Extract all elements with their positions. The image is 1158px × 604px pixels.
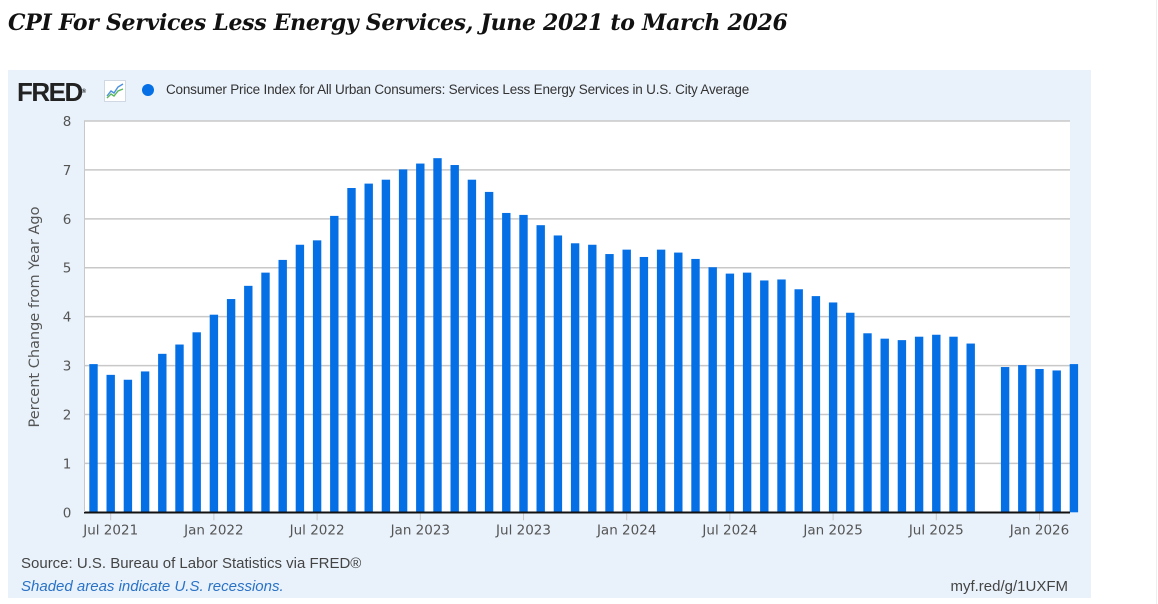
line-chart-icon-glyph bbox=[106, 83, 124, 99]
bar[interactable] bbox=[330, 215, 339, 513]
bar[interactable] bbox=[175, 344, 184, 513]
x-tick-label: Jan 2025 bbox=[802, 522, 862, 538]
bar[interactable] bbox=[708, 267, 717, 513]
bar[interactable] bbox=[725, 273, 735, 513]
bar[interactable] bbox=[244, 285, 253, 513]
bar[interactable] bbox=[381, 179, 391, 513]
bar[interactable] bbox=[519, 214, 528, 513]
y-tick-label: 5 bbox=[63, 261, 72, 277]
bar[interactable] bbox=[484, 191, 494, 513]
bar[interactable] bbox=[433, 158, 442, 513]
bar[interactable] bbox=[347, 188, 356, 513]
legend-label: Consumer Price Index for All Urban Consu… bbox=[166, 82, 750, 97]
bar[interactable] bbox=[846, 312, 855, 513]
bars bbox=[89, 158, 1079, 513]
bar[interactable] bbox=[450, 165, 459, 513]
short-link[interactable]: myf.red/g/1UXFM bbox=[950, 578, 1068, 595]
bar[interactable] bbox=[588, 244, 597, 513]
legend-marker bbox=[142, 84, 154, 96]
source-note: Source: U.S. Bureau of Labor Statistics … bbox=[21, 555, 362, 572]
bar[interactable] bbox=[89, 364, 98, 513]
x-tick-label: Jul 2023 bbox=[495, 522, 551, 538]
bar[interactable] bbox=[1000, 367, 1010, 513]
bar[interactable] bbox=[312, 240, 322, 513]
bar[interactable] bbox=[140, 371, 150, 513]
bar[interactable] bbox=[261, 272, 270, 513]
bar[interactable] bbox=[828, 302, 838, 513]
y-tick-label: 7 bbox=[63, 163, 72, 179]
y-axis-label: Percent Change from Year Ago bbox=[27, 206, 43, 427]
bar[interactable] bbox=[811, 296, 821, 513]
bar[interactable] bbox=[966, 343, 975, 513]
y-tick-label: 0 bbox=[63, 505, 72, 521]
x-tick-label: Jul 2022 bbox=[289, 522, 345, 538]
bar[interactable] bbox=[1069, 364, 1079, 513]
bar[interactable] bbox=[398, 169, 408, 513]
bar[interactable] bbox=[553, 235, 563, 513]
bar[interactable] bbox=[278, 259, 287, 513]
bar[interactable] bbox=[656, 249, 666, 513]
bar[interactable] bbox=[897, 340, 907, 513]
bar[interactable] bbox=[192, 332, 201, 513]
x-tick-label: Jan 2026 bbox=[1009, 522, 1069, 538]
bar[interactable] bbox=[605, 254, 614, 513]
bar[interactable] bbox=[123, 379, 133, 513]
fred-logo-text: FRED bbox=[17, 77, 83, 107]
y-tick-label: 2 bbox=[63, 407, 72, 423]
x-tick-label: Jan 2023 bbox=[390, 522, 450, 538]
bar[interactable] bbox=[536, 225, 545, 513]
bar[interactable] bbox=[674, 252, 683, 513]
bar[interactable] bbox=[880, 338, 889, 513]
y-axis-ticks: 0 1 2 3 4 5 6 7 8 bbox=[63, 114, 72, 521]
x-axis-ticks: Jul 2021 Jan 2022 Jul 2022 Jan 2023 Jul 2023… bbox=[82, 513, 1069, 538]
y-tick-label: 3 bbox=[63, 359, 72, 375]
bar[interactable] bbox=[106, 374, 115, 513]
bar[interactable] bbox=[467, 179, 477, 513]
bar[interactable] bbox=[1052, 370, 1061, 513]
bar[interactable] bbox=[760, 280, 769, 513]
bar[interactable] bbox=[622, 249, 631, 513]
recession-note[interactable]: Shaded areas indicate U.S. recessions. bbox=[21, 578, 284, 595]
bar[interactable] bbox=[226, 299, 236, 513]
bar[interactable] bbox=[1035, 368, 1044, 513]
page-title: CPI For Services Less Energy Services, J… bbox=[8, 10, 788, 36]
registered-mark: ® bbox=[81, 89, 87, 95]
bar[interactable] bbox=[949, 336, 958, 513]
y-tick-label: 6 bbox=[63, 212, 72, 228]
bar[interactable] bbox=[209, 314, 219, 513]
x-tick-label: Jul 2025 bbox=[908, 522, 964, 538]
bar[interactable] bbox=[742, 272, 752, 513]
y-tick-label: 1 bbox=[63, 456, 72, 472]
bar[interactable] bbox=[639, 256, 649, 513]
bar[interactable] bbox=[502, 212, 511, 513]
bar[interactable] bbox=[364, 183, 373, 513]
x-tick-label: Jul 2024 bbox=[701, 522, 757, 538]
bar[interactable] bbox=[158, 353, 167, 513]
bar[interactable] bbox=[416, 163, 425, 513]
x-tick-label: Jan 2022 bbox=[183, 522, 243, 538]
y-tick-label: 4 bbox=[63, 310, 72, 326]
bar[interactable] bbox=[295, 244, 305, 513]
x-tick-label: Jan 2024 bbox=[596, 522, 656, 538]
page-edge-divider bbox=[1156, 0, 1157, 604]
bar[interactable] bbox=[863, 333, 872, 513]
bar[interactable] bbox=[914, 336, 924, 513]
fred-logo[interactable]: FRED® bbox=[17, 79, 86, 105]
x-tick-label: Jul 2021 bbox=[82, 522, 138, 538]
bar[interactable] bbox=[570, 243, 580, 513]
bar[interactable] bbox=[794, 289, 803, 513]
bar[interactable] bbox=[691, 258, 700, 513]
bar[interactable] bbox=[777, 279, 786, 513]
bar[interactable] bbox=[932, 334, 941, 513]
y-tick-label: 8 bbox=[63, 114, 72, 130]
line-chart-icon bbox=[104, 80, 126, 102]
bar[interactable] bbox=[1018, 365, 1027, 513]
